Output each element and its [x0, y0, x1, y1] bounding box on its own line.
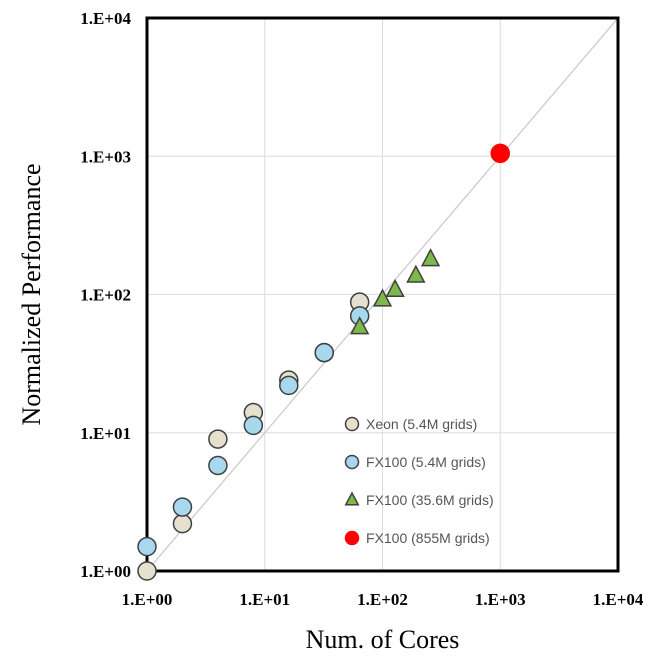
x-tick-label: 1.E+04	[593, 590, 644, 609]
series-2-point	[385, 278, 405, 298]
legend-label-2: FX100 (35.6M grids)	[366, 492, 494, 508]
y-tick-label: 1.E+00	[80, 562, 131, 581]
y-tick-label: 1.E+02	[80, 286, 131, 305]
series-0-point	[172, 513, 193, 534]
data-markers	[137, 143, 510, 581]
x-tick-label: 1.E+01	[239, 590, 290, 609]
y-tick-label: 1.E+01	[80, 424, 131, 443]
series-3-point	[490, 143, 510, 164]
series-0-point	[137, 561, 157, 581]
legend-label-0: Xeon (5.4M grids)	[366, 416, 477, 432]
legend-label-1: FX100 (5.4M grids)	[366, 454, 486, 470]
series-1-point	[279, 375, 299, 396]
x-tick-label: 1.E+00	[122, 590, 173, 609]
series-2-point	[350, 316, 370, 335]
legend-marker-0	[344, 416, 360, 432]
series-1-point	[137, 536, 157, 557]
x-axis-title: Num. of Cores	[306, 625, 460, 654]
legend-label-3: FX100 (855M grids)	[366, 530, 490, 546]
x-tick-label: 1.E+02	[357, 590, 408, 609]
series-1-point	[208, 455, 228, 476]
legend-marker-1	[344, 454, 360, 470]
x-tick-label: 1.E+03	[475, 590, 526, 609]
legend-marker-3	[344, 530, 360, 546]
series-0-point	[208, 429, 228, 449]
series-2-point	[372, 288, 393, 307]
y-tick-label: 1.E+04	[80, 9, 131, 28]
series-2-point	[420, 248, 441, 267]
series-1-point	[314, 342, 334, 363]
plot-area-frame	[145, 16, 620, 573]
series-1-point	[243, 415, 264, 436]
y-axis-title: Normalized Performance	[17, 163, 46, 425]
series-2-point	[406, 264, 426, 283]
tick-labels: 1.E+00 1.E+01 1.E+02 1.E+03 1.E+04 1.E+00 1.E+…	[80, 9, 644, 609]
legend: Xeon (5.4M grids) FX100 (5.4M grids) FX100…	[344, 416, 494, 546]
y-tick-label: 1.E+03	[80, 147, 131, 166]
series-1-point	[172, 497, 193, 517]
legend-marker-2	[344, 491, 360, 506]
